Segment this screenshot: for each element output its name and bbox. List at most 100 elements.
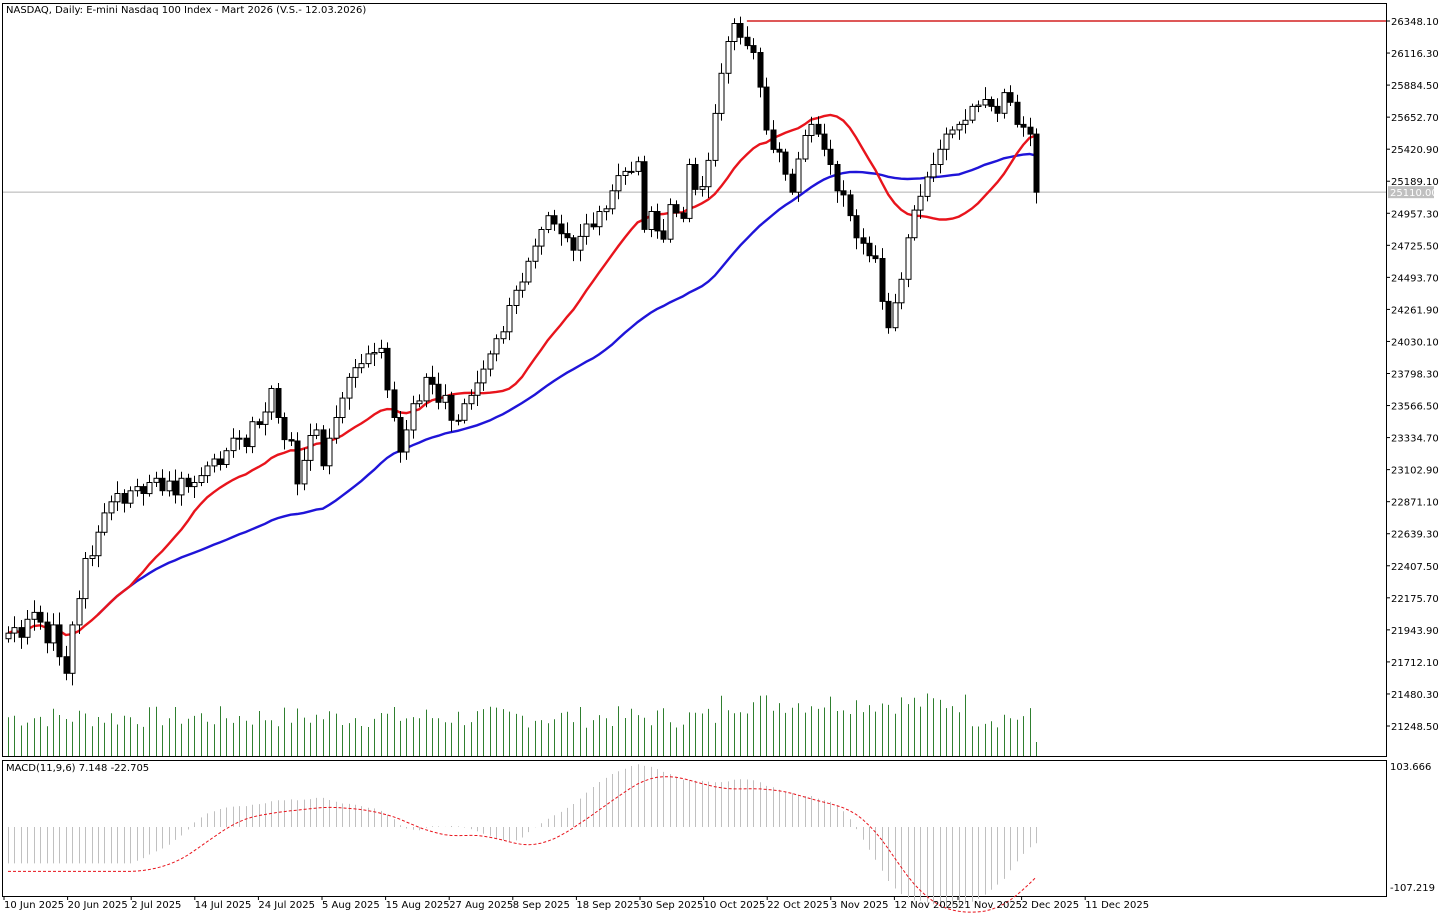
candle-body xyxy=(994,105,1001,114)
price-tick-label: 24957.30 xyxy=(1391,209,1439,220)
candle-body xyxy=(770,129,777,150)
candle-body xyxy=(538,229,545,247)
candle-body xyxy=(223,450,230,466)
candle-body xyxy=(808,123,815,137)
price-tick-label: 22639.30 xyxy=(1391,530,1439,541)
candle-body xyxy=(172,480,179,496)
price-tick-label: 21480.30 xyxy=(1391,690,1439,701)
candle-body xyxy=(827,148,834,166)
candle-body xyxy=(468,394,475,405)
candle-body xyxy=(101,512,108,533)
candle-body xyxy=(712,112,719,161)
price-tick-label: 24493.70 xyxy=(1391,273,1439,284)
sma-slow xyxy=(97,152,1037,616)
candle-body xyxy=(114,493,121,503)
candle-body xyxy=(320,429,327,467)
price-tick-label: 26116.30 xyxy=(1391,49,1439,60)
price-tick-label: 25189.10 xyxy=(1391,177,1439,188)
candle-body xyxy=(307,435,314,461)
candle-body xyxy=(243,437,250,448)
candle-body xyxy=(513,289,520,306)
candle-body xyxy=(622,170,629,176)
price-tick-label: 23334.70 xyxy=(1391,434,1439,445)
candle-body xyxy=(153,477,160,483)
macd-indicator xyxy=(8,764,1037,913)
time-tick-label: 12 Nov 2025 xyxy=(894,900,958,911)
price-tick-label: 25420.90 xyxy=(1391,145,1439,156)
candle-body xyxy=(140,486,147,495)
time-axis: 10 Jun 2025 20 Jun 2025 2 Jul 2025 14 Jul 2… xyxy=(3,896,1149,911)
candle-body xyxy=(1007,92,1014,103)
price-tick-label: 24030.10 xyxy=(1391,338,1439,349)
candle-body xyxy=(121,493,128,504)
candle-body xyxy=(686,164,693,219)
candle-body xyxy=(525,260,532,283)
candle-body xyxy=(37,611,44,623)
candle-body xyxy=(423,376,430,402)
candle-body xyxy=(776,148,783,153)
macd-panel-frame xyxy=(2,760,1387,897)
candle-body xyxy=(191,482,198,488)
candle-body xyxy=(860,237,867,244)
candle-body xyxy=(750,45,757,53)
candle-body xyxy=(185,477,192,488)
candle-body xyxy=(249,421,256,448)
candle-body xyxy=(564,233,571,239)
candle-body xyxy=(763,86,770,131)
candle-body xyxy=(551,215,558,225)
price-tick-label: 24725.50 xyxy=(1391,241,1439,252)
candle-body xyxy=(577,235,584,251)
candle-body xyxy=(853,215,860,239)
macd-min-label: -107.219 xyxy=(1390,883,1435,894)
candle-body xyxy=(63,656,70,674)
candle-body xyxy=(969,105,976,121)
current-price-tag xyxy=(1388,186,1434,199)
candle-body xyxy=(493,338,500,355)
candle-body xyxy=(519,281,526,291)
candle-body xyxy=(455,419,462,422)
candle-body xyxy=(737,23,744,38)
candle-body xyxy=(134,486,141,492)
candle-body xyxy=(391,389,398,418)
price-axis: 26348.10 26116.30 25884.50 25652.70 25420.90… xyxy=(1386,17,1439,733)
macd-signal-line xyxy=(8,776,1037,913)
sma-slow-line xyxy=(97,152,1037,616)
time-tick-label: 14 Jul 2025 xyxy=(195,900,252,911)
macd-max-label: 103.666 xyxy=(1390,762,1431,773)
candle-body xyxy=(815,123,822,135)
candle-body xyxy=(782,151,789,175)
candle-body xyxy=(159,477,166,492)
candle-body xyxy=(217,458,224,465)
price-tick-label: 21248.50 xyxy=(1391,722,1439,733)
candle-body xyxy=(442,394,449,403)
candle-body xyxy=(397,417,404,453)
time-tick-label: 22 Oct 2025 xyxy=(767,900,829,911)
candle-body xyxy=(230,437,237,452)
candle-body xyxy=(731,23,738,42)
volume-bars xyxy=(8,693,1037,756)
candle-body xyxy=(609,190,616,210)
time-tick-label: 21 Nov 2025 xyxy=(958,900,1022,911)
candle-body xyxy=(429,376,436,385)
candle-body xyxy=(358,363,365,369)
candlesticks xyxy=(5,16,1040,686)
candle-body xyxy=(545,215,552,230)
candle-body xyxy=(378,347,385,353)
price-tick-label: 23798.30 xyxy=(1391,370,1439,381)
candle-body xyxy=(892,302,899,329)
candle-body xyxy=(1027,126,1034,135)
price-tick-label: 22871.10 xyxy=(1391,498,1439,509)
candle-body xyxy=(256,421,263,426)
sma-fast xyxy=(7,113,1037,637)
time-tick-label: 20 Jun 2025 xyxy=(68,900,128,911)
candle-body xyxy=(885,300,892,329)
candle-body xyxy=(333,417,340,439)
candle-body xyxy=(744,36,751,47)
candle-body xyxy=(905,237,912,280)
candle-body xyxy=(982,99,989,106)
candle-body xyxy=(590,223,597,228)
candle-body xyxy=(834,164,841,192)
candle-body xyxy=(628,170,635,173)
candle-body xyxy=(31,611,38,620)
candle-body xyxy=(866,242,873,257)
